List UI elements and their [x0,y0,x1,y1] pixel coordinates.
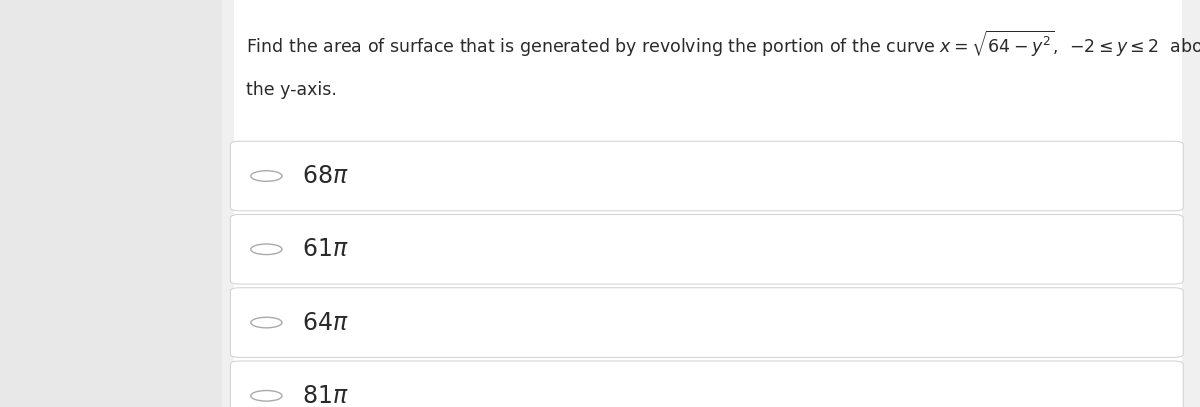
FancyBboxPatch shape [0,0,222,407]
Text: $68\pi$: $68\pi$ [302,164,349,188]
FancyBboxPatch shape [234,0,1182,407]
FancyBboxPatch shape [230,288,1183,357]
Text: the y-axis.: the y-axis. [246,81,337,99]
Text: $64\pi$: $64\pi$ [302,311,349,335]
FancyBboxPatch shape [230,141,1183,211]
Text: $61\pi$: $61\pi$ [302,237,349,261]
FancyBboxPatch shape [230,214,1183,284]
Text: $81\pi$: $81\pi$ [302,384,349,407]
FancyBboxPatch shape [230,361,1183,407]
Text: Find the area of surface that is generated by revolving the portion of the curve: Find the area of surface that is generat… [246,28,1200,59]
